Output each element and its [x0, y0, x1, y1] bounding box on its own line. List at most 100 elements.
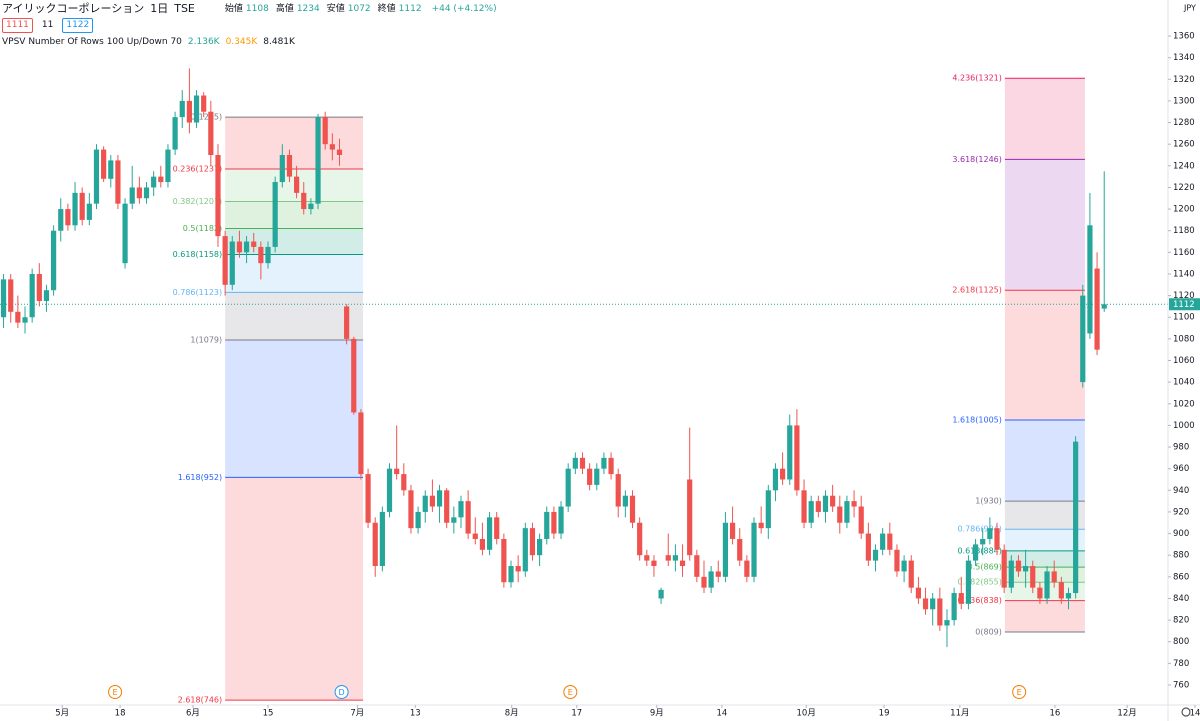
- candle-body: [436, 490, 443, 507]
- sell-price[interactable]: 1111: [2, 18, 33, 33]
- candle-body: [151, 176, 157, 188]
- candle-body: [594, 468, 600, 485]
- y-tick-label: 1200: [1173, 205, 1195, 215]
- candle-body: [158, 176, 164, 183]
- candle-body: [965, 560, 972, 604]
- event-marker: [563, 685, 578, 699]
- settings-icon[interactable]: [1181, 707, 1191, 717]
- candle-body: [658, 589, 664, 599]
- buy-price[interactable]: 1122: [62, 18, 94, 33]
- plot-area: 0(1285) 0.236(1237) 0.382(1207) 0.5(1182) 0.…: [0, 68, 1168, 705]
- candle-body: [622, 495, 628, 507]
- event-label: D: [339, 688, 345, 697]
- candle-body: [830, 495, 836, 507]
- symbol[interactable]: アイリックコーポレーション: [2, 2, 145, 15]
- indicator-name[interactable]: VPSV Number Of Rows 100 Up/Down 70: [2, 37, 182, 47]
- x-tick-label: 14: [1190, 709, 1200, 719]
- candle-body: [1101, 304, 1107, 309]
- candle-body: [108, 160, 114, 179]
- last-price-label: 1112: [1173, 300, 1195, 310]
- candle-body: [880, 533, 886, 550]
- fib-label: 1(1079): [190, 335, 222, 344]
- y-tick-label: 1160: [1173, 248, 1195, 258]
- y-tick-label: 1000: [1173, 421, 1195, 431]
- ohlc-value: 1108: [245, 4, 269, 14]
- candle-body: [972, 544, 979, 561]
- candle-body: [1037, 587, 1043, 599]
- candle-body: [1051, 571, 1057, 583]
- candle-body: [479, 538, 486, 550]
- candle-body: [1058, 582, 1064, 599]
- candle-body: [86, 203, 92, 220]
- fib-band: [1004, 529, 1085, 551]
- fib-band: [225, 477, 364, 701]
- x-tick-label: 5月: [55, 709, 69, 719]
- fib-band: [225, 339, 364, 478]
- candle-body: [379, 511, 385, 567]
- fib-label: 0.236(838): [957, 596, 1001, 605]
- event-label: E: [568, 688, 573, 697]
- candle-body: [822, 495, 829, 512]
- candle-body: [501, 538, 507, 583]
- fib-label: 0.5(869): [968, 563, 1002, 572]
- event-label: E: [113, 688, 118, 697]
- y-tick-label: 1180: [1173, 226, 1195, 236]
- candle-body: [994, 528, 1000, 550]
- fib-label: 0.618(884): [957, 546, 1001, 555]
- y-tick-label: 800: [1173, 637, 1189, 647]
- x-tick-label: 8月: [505, 709, 519, 719]
- candle-body: [930, 598, 936, 610]
- candle-body: [251, 241, 257, 247]
- candle-body: [236, 241, 243, 253]
- fib-label: 2.618(746): [178, 696, 222, 705]
- candle-body: [922, 598, 929, 610]
- candle-body: [243, 241, 250, 253]
- candle-body: [787, 425, 793, 480]
- candle-body: [951, 593, 957, 621]
- y-tick-label: 880: [1173, 551, 1189, 561]
- candle-body: [51, 230, 57, 291]
- candle-body: [608, 457, 614, 475]
- candle-body: [865, 533, 871, 561]
- candle-body: [1094, 268, 1100, 350]
- candle-body: [43, 290, 50, 302]
- candle-body: [508, 566, 514, 583]
- candle-body: [522, 528, 528, 572]
- candle-body: [279, 154, 285, 183]
- indicator-row: VPSV Number Of Rows 100 Up/Down 70 2.136…: [2, 33, 497, 51]
- event-marker: [1012, 685, 1027, 699]
- candle-body: [179, 100, 185, 118]
- y-tick-label: 1120: [1173, 291, 1195, 301]
- y-tick-label: 820: [1173, 616, 1189, 626]
- candle-body: [258, 246, 264, 264]
- y-tick-label: 780: [1173, 659, 1189, 669]
- candle-body: [694, 555, 700, 577]
- candle-body: [143, 187, 150, 199]
- fib-band: [1004, 600, 1085, 632]
- fib-band: [225, 254, 364, 293]
- candle-body: [572, 457, 578, 469]
- candle-body: [744, 560, 750, 577]
- currency: JPY: [1183, 4, 1196, 13]
- spread: 11: [41, 20, 54, 30]
- candle-body: [801, 490, 807, 523]
- y-tick-label: 1280: [1173, 118, 1195, 128]
- candle-body: [1008, 560, 1014, 588]
- candle-body: [937, 598, 943, 626]
- candle-body: [651, 560, 657, 567]
- candle-body: [729, 522, 736, 539]
- candle-body: [758, 522, 764, 529]
- candle-body: [372, 522, 378, 567]
- candle-body: [265, 246, 271, 264]
- candle-body: [329, 144, 335, 150]
- y-tick-label: 1080: [1173, 334, 1195, 344]
- candle-body: [944, 620, 950, 626]
- candle-body: [322, 117, 328, 145]
- interval[interactable]: 1日: [150, 2, 169, 15]
- fib-label: 0.618(1158): [173, 250, 223, 259]
- y-tick-label: 1100: [1173, 313, 1195, 323]
- candle-body: [358, 412, 364, 475]
- ohlc-label: 安値: [326, 4, 345, 14]
- candle-body: [722, 522, 729, 577]
- fib-label: 0.5(1182): [183, 224, 222, 233]
